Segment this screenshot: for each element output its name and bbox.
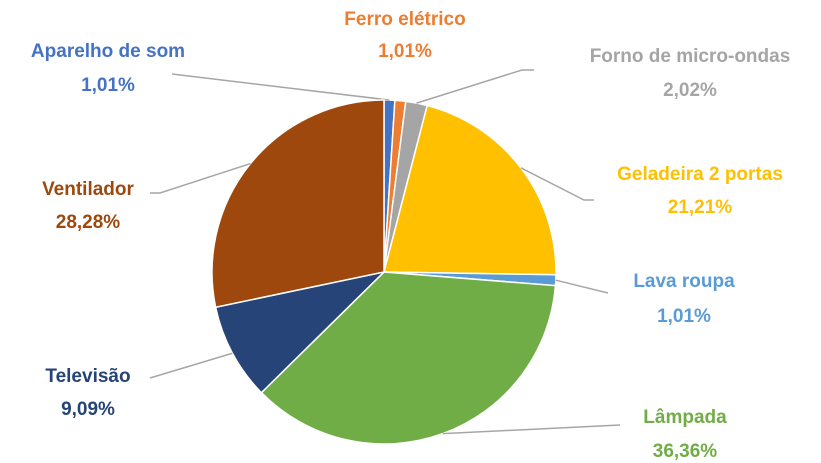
leader-line	[149, 352, 233, 379]
value-label: 1,01%	[378, 41, 432, 62]
pie-slice	[214, 270, 387, 394]
category-label: Ferro elétrico	[344, 9, 465, 30]
pie-slice	[383, 104, 557, 276]
category-label: Lava roupa	[633, 271, 735, 292]
value-label: 21,21%	[668, 197, 733, 218]
value-label: 36,36%	[653, 441, 718, 462]
category-label: Ventilador	[42, 179, 134, 200]
category-label: Geladeira 2 portas	[617, 164, 783, 185]
category-label: Aparelho de som	[31, 41, 185, 62]
pie-slice	[211, 99, 385, 309]
value-label: 9,09%	[61, 399, 115, 420]
value-label: 2,02%	[663, 80, 717, 101]
leader-line	[555, 279, 609, 294]
category-label: Televisão	[45, 366, 130, 387]
leader-line	[150, 162, 251, 194]
leader-line	[416, 69, 534, 104]
category-label: Forno de micro-ondas	[590, 46, 791, 67]
leader-line	[442, 424, 621, 435]
value-label: 28,28%	[56, 212, 121, 233]
leader-line	[520, 167, 594, 201]
category-label: Lâmpada	[643, 407, 727, 428]
value-label: 1,01%	[657, 306, 711, 327]
value-label: 1,01%	[81, 75, 135, 96]
leader-line	[171, 73, 390, 101]
